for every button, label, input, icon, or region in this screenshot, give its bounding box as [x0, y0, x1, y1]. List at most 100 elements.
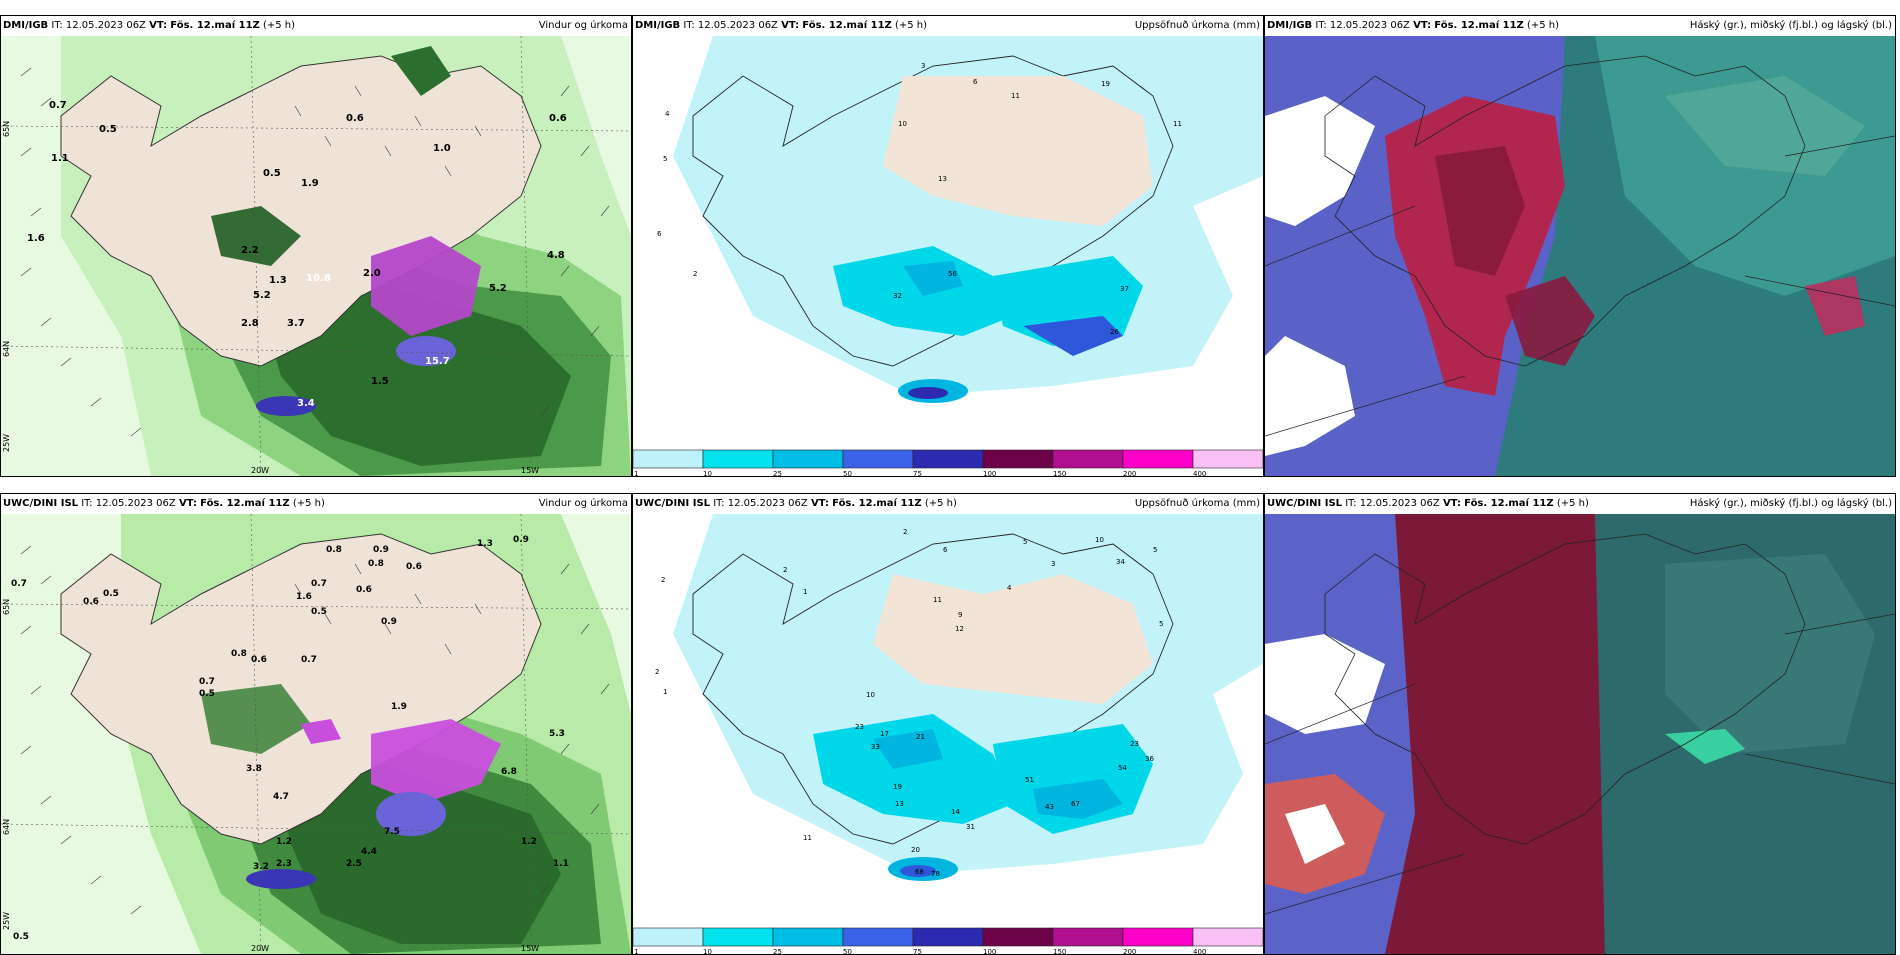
value-label: 19: [893, 783, 902, 791]
value-label: 5.2: [253, 290, 271, 301]
value-label: 0.9: [381, 617, 397, 627]
value-label: 32: [893, 292, 902, 300]
value-label: 37: [1120, 285, 1129, 293]
colorbar-tick: 1: [634, 470, 638, 477]
value-label: 2.0: [363, 268, 381, 279]
value-label: 3: [1051, 560, 1055, 568]
field-title: Uppsöfnuð úrkoma (mm): [1134, 20, 1260, 31]
precip-colorbar: 1 10 25 50 75 100 150 200 400: [633, 448, 1263, 477]
value-label: 5.3: [549, 729, 565, 739]
value-label: 0.6: [356, 585, 372, 595]
panel-header: UWC/DINI ISL IT: 12.05.2023 06Z VT: Fös.…: [1, 494, 631, 514]
value-label: 20: [911, 846, 920, 854]
lat-label: 65N: [2, 121, 11, 137]
panel-precip-top: DMI/IGB IT: 12.05.2023 06Z VT: Fös. 12.m…: [632, 15, 1264, 477]
value-label: 0.5: [311, 607, 327, 617]
panel-header: DMI/IGB IT: 12.05.2023 06Z VT: Fös. 12.m…: [1265, 16, 1895, 36]
colorbar-tick: 50: [843, 948, 852, 955]
lat-label: 25W: [2, 434, 11, 452]
panel-precip-bottom: UWC/DINI ISL IT: 12.05.2023 06Z VT: Fös.…: [632, 493, 1264, 955]
colorbar-swatches: [633, 927, 1263, 947]
lat-label: 64N: [2, 341, 11, 357]
field-title: Vindur og úrkoma: [538, 20, 628, 31]
value-label: 0.5: [103, 589, 119, 599]
value-label: 1.1: [51, 153, 69, 164]
value-label: 0.5: [13, 932, 29, 942]
value-label: 3.7: [287, 318, 305, 329]
value-label: 67: [1071, 800, 1080, 808]
colorbar-swatch: [982, 449, 1054, 469]
colorbar-tick: 1: [634, 948, 638, 955]
value-label: 10: [866, 691, 875, 699]
value-label: 26: [1110, 328, 1119, 336]
value-label: 6.8: [501, 767, 517, 777]
colorbar-swatch: [702, 927, 774, 947]
colorbar-swatch: [1052, 927, 1124, 947]
value-label: 6: [943, 546, 948, 554]
colorbar-swatch: [1122, 927, 1194, 947]
colorbar-tick: 25: [773, 948, 782, 955]
value-label: 4: [1007, 584, 1012, 592]
value-label: 0.5: [99, 124, 117, 135]
value-label: 1.0: [433, 143, 451, 154]
value-label: 6: [973, 78, 978, 86]
value-label: 0.5: [263, 168, 281, 179]
colorbar-swatch: [772, 927, 844, 947]
value-label: 13: [938, 175, 947, 183]
lat-label: 65N: [2, 599, 11, 615]
value-label: 36: [1145, 755, 1154, 763]
colorbar-tick: 150: [1053, 470, 1066, 477]
value-label: 54: [1118, 764, 1127, 772]
value-label: 21: [916, 733, 925, 741]
value-label: 1.5: [371, 376, 389, 387]
value-label: 3.4: [297, 398, 315, 409]
value-label: 4.8: [547, 250, 565, 261]
value-label: 10.8: [306, 273, 331, 284]
value-label: 0.8: [368, 559, 384, 569]
value-label: 3: [921, 62, 925, 70]
value-label: 2.5: [346, 859, 362, 869]
colorbar-swatch: [842, 927, 914, 947]
value-label: 5: [1159, 620, 1163, 628]
value-label: 5.2: [489, 283, 507, 294]
value-label: 0.7: [311, 579, 327, 589]
value-label: 2: [661, 576, 665, 584]
panel-header: UWC/DINI ISL IT: 12.05.2023 06Z VT: Fös.…: [1265, 494, 1895, 514]
panel-wind-top: DMI/IGB IT: 12.05.2023 06Z VT: Fös. 12.m…: [0, 15, 632, 477]
value-label: 1.1: [553, 859, 569, 869]
field-title: Háský (gr.), miðský (fj.bl.) og lágský (…: [1689, 498, 1892, 509]
value-label: 78: [931, 870, 940, 878]
value-label: 0.7: [11, 579, 27, 589]
value-label: 0.8: [326, 545, 342, 555]
value-label: 0.6: [251, 655, 267, 665]
value-label: 0.6: [346, 113, 364, 124]
precip-colorbar: 1 10 25 50 75 100 150 200 400: [633, 926, 1263, 955]
lat-label: 64N: [2, 819, 11, 835]
value-label: 4: [665, 110, 670, 118]
value-label: 2: [903, 528, 907, 536]
colorbar-tick: 400: [1193, 470, 1206, 477]
value-label: 0.7: [49, 100, 67, 111]
value-label: 0.9: [513, 535, 529, 545]
colorbar-tick: 10: [703, 948, 712, 955]
value-label: 15.7: [425, 356, 450, 367]
value-label: 0.5: [199, 689, 215, 699]
value-label: 5: [1023, 538, 1027, 546]
colorbar-tick: 200: [1123, 470, 1136, 477]
value-label: 0.7: [199, 677, 215, 687]
value-label: 13: [895, 800, 904, 808]
value-label: 3.8: [246, 764, 262, 774]
colorbar-swatch: [842, 449, 914, 469]
value-label: 11: [1173, 120, 1182, 128]
value-label: 0.6: [406, 562, 422, 572]
cloud-cover-map: [1265, 514, 1895, 954]
value-label: 0.7: [301, 655, 317, 665]
value-label: 1.3: [269, 275, 287, 286]
colorbar-swatch: [912, 927, 984, 947]
value-label: 10: [898, 120, 907, 128]
colorbar-swatch: [912, 449, 984, 469]
value-label: 4.4: [361, 847, 377, 857]
wind-precip-map: 0.7 0.5 1.1 1.6 0.6 0.5 1.9 2.2 1.3 10.8…: [1, 36, 631, 476]
colorbar-swatch: [982, 927, 1054, 947]
colorbar-swatches: [633, 449, 1263, 469]
